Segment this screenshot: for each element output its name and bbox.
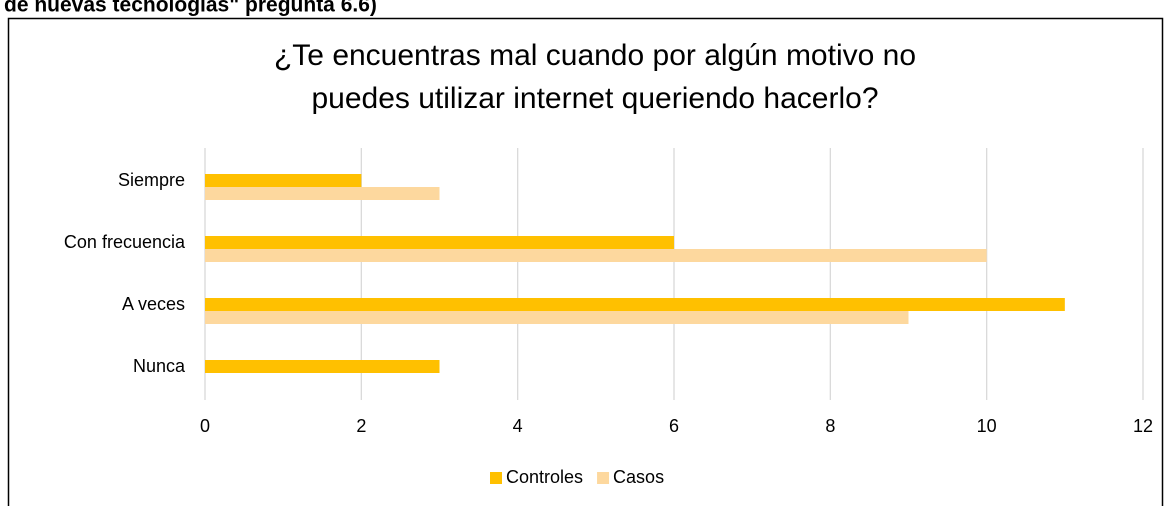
bar (205, 360, 440, 373)
y-tick-label: Siempre (118, 170, 185, 190)
bar (205, 174, 362, 187)
bar (205, 311, 909, 324)
bar (205, 187, 440, 200)
bar (205, 298, 1065, 311)
x-tick-label: 10 (977, 416, 997, 436)
bar (205, 236, 674, 249)
chart-title: puedes utilizar internet queriendo hacer… (311, 82, 878, 115)
legend-label: Casos (613, 467, 664, 487)
x-tick-label: 8 (825, 416, 835, 436)
legend-swatch (597, 472, 610, 484)
chart-frame (7, 17, 1164, 506)
bar (205, 249, 987, 262)
y-tick-label: Con frecuencia (64, 232, 186, 252)
legend-label: Controles (506, 467, 583, 487)
chart-title: ¿Te encuentras mal cuando por algún moti… (274, 39, 916, 72)
y-tick-label: Nunca (133, 356, 186, 376)
x-tick-label: 2 (356, 416, 366, 436)
page-heading: de nuevas tecnologías" pregunta 6.6) (4, 0, 377, 17)
y-tick-label: A veces (122, 294, 185, 314)
x-tick-label: 4 (513, 416, 523, 436)
x-tick-label: 0 (200, 416, 210, 436)
x-tick-label: 6 (669, 416, 679, 436)
x-tick-label: 12 (1133, 416, 1153, 436)
legend-swatch (490, 472, 502, 484)
